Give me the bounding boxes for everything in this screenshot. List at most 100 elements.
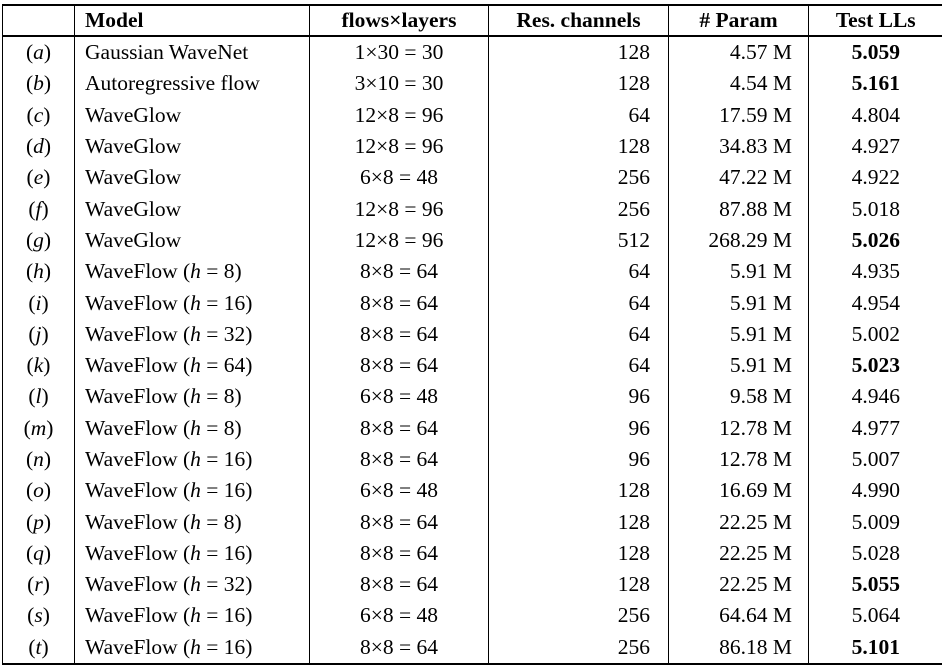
cell-res-channels: 64: [488, 287, 669, 319]
cell-param: 5.91 M: [668, 349, 809, 382]
cell-model: WaveFlow (h = 16): [74, 631, 310, 664]
cell-res-channels: 64: [488, 349, 669, 382]
cell-test-lls: 5.009: [851, 509, 900, 534]
cell-model: Gaussian WaveNet: [74, 36, 310, 69]
table-row: (p) WaveFlow (h = 8) 8×8 = 64 128 22.25 M 5.0…: [2, 506, 942, 538]
cell-label: (e): [2, 162, 75, 194]
cell-flows-layers: 8×8 = 64: [309, 256, 489, 288]
cell-flows-layers: 12×8 = 96: [309, 130, 489, 163]
cell-res-channels: 128: [488, 36, 669, 69]
cell-flows-layers: 8×8 = 64: [309, 443, 489, 476]
cell-flows-layers: 8×8 = 64: [309, 506, 489, 538]
cell-model: WaveGlow: [74, 130, 310, 163]
cell-model: WaveGlow: [74, 162, 310, 194]
cell-res-channels: 128: [488, 569, 669, 601]
table-row: (c) WaveGlow 12×8 = 96 64 17.59 M 4.804: [2, 99, 942, 131]
cell-label: (l): [2, 381, 75, 413]
cell-param: 5.91 M: [668, 318, 809, 350]
cell-test-lls: 4.927: [851, 134, 900, 159]
cell-res-channels: 256: [488, 631, 669, 664]
cell-flows-layers: 3×10 = 30: [309, 68, 489, 100]
cell-label: (f): [2, 193, 75, 225]
cell-test-lls: 4.946: [851, 384, 900, 409]
table-row: (t) WaveFlow (h = 16) 8×8 = 64 256 86.18 M 5.…: [2, 631, 942, 664]
table-header: Model flows×layers Res. channels # Param…: [2, 5, 942, 37]
cell-param: 64.64 M: [668, 600, 809, 632]
cell-label: (n): [2, 443, 75, 476]
cell-label: (j): [2, 318, 75, 350]
cell-param: 87.88 M: [668, 193, 809, 225]
cell-flows-layers: 12×8 = 96: [309, 99, 489, 131]
cell-model: WaveFlow (h = 16): [74, 443, 310, 476]
cell-model: WaveFlow (h = 64): [74, 349, 310, 382]
table-row: (i) WaveFlow (h = 16) 8×8 = 64 64 5.91 M 4.95…: [2, 287, 942, 319]
header-num-param: # Param: [668, 5, 809, 37]
cell-model: WaveGlow: [74, 193, 310, 225]
cell-flows-layers: 12×8 = 96: [309, 193, 489, 225]
cell-label: (a): [2, 36, 75, 69]
table-row: (q) WaveFlow (h = 16) 8×8 = 64 128 22.25 M 5.…: [2, 537, 942, 570]
cell-res-channels: 96: [488, 412, 669, 444]
cell-test-lls: 4.977: [851, 415, 900, 440]
cell-label: (k): [2, 349, 75, 382]
cell-label: (r): [2, 569, 75, 601]
header-empty: [2, 5, 75, 37]
table-row: (b) Autoregressive flow 3×10 = 30 128 4.54 M…: [2, 68, 942, 100]
cell-param: 268.29 M: [668, 224, 809, 257]
cell-model: WaveFlow (h = 8): [74, 381, 310, 413]
cell-param: 34.83 M: [668, 130, 809, 163]
table-row: (l) WaveFlow (h = 8) 6×8 = 48 96 9.58 M 4.946: [2, 381, 942, 413]
cell-label: (c): [2, 99, 75, 131]
cell-param: 9.58 M: [668, 381, 809, 413]
cell-model: WaveFlow (h = 16): [74, 600, 310, 632]
cell-model: WaveFlow (h = 8): [74, 256, 310, 288]
cell-param: 86.18 M: [668, 631, 809, 664]
table-row: (n) WaveFlow (h = 16) 8×8 = 64 96 12.78 M 5.0…: [2, 443, 942, 476]
cell-flows-layers: 8×8 = 64: [309, 318, 489, 350]
cell-test-lls: 5.018: [851, 196, 900, 221]
cell-flows-layers: 6×8 = 48: [309, 381, 489, 413]
model-comparison-table: Model flows×layers Res. channels # Param…: [2, 4, 942, 665]
cell-param: 22.25 M: [668, 506, 809, 538]
cell-label: (t): [2, 631, 75, 664]
cell-model: WaveGlow: [74, 224, 310, 257]
cell-test-lls: 5.028: [851, 540, 900, 565]
cell-param: 22.25 M: [668, 537, 809, 570]
table-row: (h) WaveFlow (h = 8) 8×8 = 64 64 5.91 M 4.935: [2, 256, 942, 288]
cell-model: WaveFlow (h = 8): [74, 412, 310, 444]
cell-res-channels: 64: [488, 318, 669, 350]
table-row: (m) WaveFlow (h = 8) 8×8 = 64 96 12.78 M 4.97…: [2, 412, 942, 444]
cell-flows-layers: 6×8 = 48: [309, 600, 489, 632]
table-row: (r) WaveFlow (h = 32) 8×8 = 64 128 22.25 M 5.…: [2, 569, 942, 601]
cell-flows-layers: 8×8 = 64: [309, 349, 489, 382]
header-test-lls: Test LLs: [808, 5, 942, 37]
table-row: (e) WaveGlow 6×8 = 48 256 47.22 M 4.922: [2, 162, 942, 194]
cell-res-channels: 128: [488, 475, 669, 507]
cell-test-lls: 5.023: [851, 353, 900, 378]
cell-model: WaveFlow (h = 16): [74, 537, 310, 570]
table-row: (o) WaveFlow (h = 16) 6×8 = 48 128 16.69 M 4.…: [2, 475, 942, 507]
header-res-channels: Res. channels: [488, 5, 669, 37]
cell-flows-layers: 12×8 = 96: [309, 224, 489, 257]
cell-test-lls: 5.002: [851, 321, 900, 346]
table-row: (s) WaveFlow (h = 16) 6×8 = 48 256 64.64 M 5.…: [2, 600, 942, 632]
table-row: (j) WaveFlow (h = 32) 8×8 = 64 64 5.91 M 5.00…: [2, 318, 942, 350]
cell-label: (g): [2, 224, 75, 257]
cell-label: (d): [2, 130, 75, 163]
cell-model: WaveFlow (h = 32): [74, 318, 310, 350]
cell-label: (p): [2, 506, 75, 538]
cell-res-channels: 128: [488, 506, 669, 538]
cell-flows-layers: 8×8 = 64: [309, 412, 489, 444]
cell-test-lls: 5.161: [851, 71, 900, 96]
cell-flows-layers: 8×8 = 64: [309, 569, 489, 601]
cell-param: 4.57 M: [668, 36, 809, 69]
cell-res-channels: 256: [488, 193, 669, 225]
table-body: (a) Gaussian WaveNet 1×30 = 30 128 4.57 M 5.0…: [2, 36, 942, 664]
cell-test-lls: 4.935: [851, 259, 900, 284]
cell-test-lls: 5.007: [851, 447, 900, 471]
cell-label: (h): [2, 256, 75, 288]
cell-flows-layers: 6×8 = 48: [309, 162, 489, 194]
cell-flows-layers: 8×8 = 64: [309, 631, 489, 664]
cell-param: 47.22 M: [668, 162, 809, 194]
cell-test-lls: 5.064: [851, 603, 900, 628]
